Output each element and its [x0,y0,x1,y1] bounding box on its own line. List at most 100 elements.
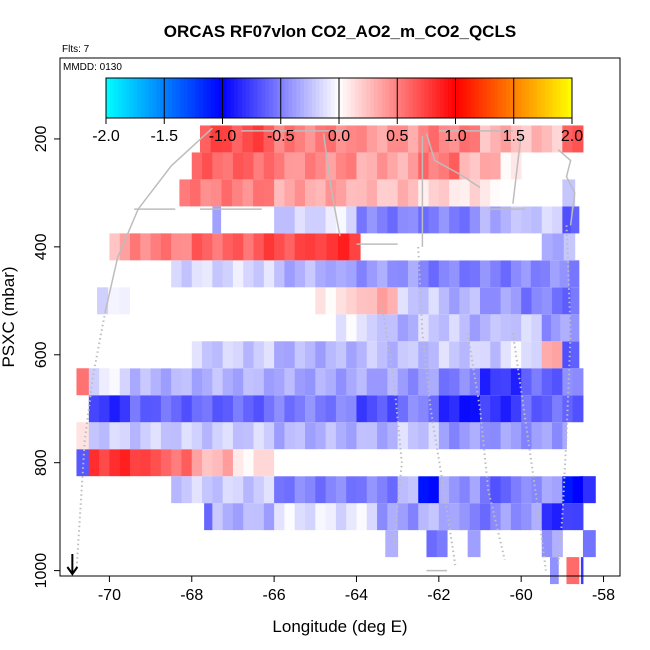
heatmap-cell [531,341,543,369]
heatmap-cell [150,260,162,288]
heatmap-cell [243,260,255,288]
heatmap-cell [294,395,306,423]
heatmap-cell [531,206,543,234]
heatmap-cell [570,287,580,315]
heatmap-cell [366,314,378,342]
heatmap-cell [325,125,337,153]
x-axis: -70 -68 -66 -64 -62 -60 -58 [98,576,615,604]
heatmap-cell [510,260,522,288]
heatmap-cell [580,557,584,585]
colorbar-step [296,78,301,118]
heatmap-cell [469,287,481,315]
colorbar-step [525,78,530,118]
heatmap-cell [469,179,481,207]
heatmap-cell [366,476,378,504]
heatmap-cell [459,152,471,180]
heatmap-cell [232,341,244,369]
heatmap-cell [263,179,275,207]
heatmap-cell [480,476,491,504]
heatmap-cell [387,341,399,369]
heatmap-cell [397,314,409,342]
heatmap-cell [418,422,430,450]
heatmap-cell [552,395,563,423]
colorbar-tick-label: -2.0 [92,128,120,145]
colorbar-step [253,78,258,118]
heatmap-cell [397,341,409,369]
heatmap-cell [469,395,481,423]
heatmap-cell [222,503,234,531]
heatmap-cell [242,125,254,153]
heatmap-cell [160,368,172,396]
heatmap-cell [366,341,378,369]
heatmap-cell [582,530,596,558]
heatmap-cell [366,449,378,477]
heatmap-cell [377,314,388,342]
colorbar-step [568,78,573,118]
heatmap-cell [97,287,109,315]
colorbar-step [311,78,317,118]
heatmap-cell [305,449,316,477]
heatmap-cell [243,476,255,504]
heatmap-cell [202,260,213,288]
heatmap-cell [325,260,337,288]
heatmap-cell [284,287,296,315]
colorbar-step [428,78,433,118]
heatmap-cell [552,206,563,234]
y-tick-label: 200 [33,125,50,152]
y-axis-label: PSXC (mbar) [0,266,18,367]
heatmap-cell [469,233,481,261]
heatmap-cell [191,287,203,315]
heatmap-cells [76,125,596,585]
heatmap-cell [566,557,580,585]
colorbar-step [300,78,305,118]
heatmap-cell [315,233,328,261]
heatmap-cell [274,395,285,423]
colorbar-step [222,78,227,118]
colorbar-step [401,78,406,118]
heatmap-cell [315,125,327,153]
heatmap-cell [572,125,584,153]
heatmap-cell [377,125,388,153]
heatmap-cell [335,503,347,531]
colorbar-step [319,78,324,118]
heatmap-cell [366,206,378,234]
heatmap-cell [325,476,337,504]
heatmap-cell [232,476,244,504]
colorbar-step [490,78,495,118]
heatmap-cell [521,503,532,531]
heatmap-cell [284,233,296,261]
heatmap-cell [559,260,570,288]
heatmap-cell [191,233,203,261]
heatmap-cell [562,287,572,315]
heatmap-cell [232,368,244,396]
heatmap-cell [428,179,440,207]
heatmap-cell [552,530,563,558]
heatmap-cell [284,341,296,369]
colorbar-step [152,78,157,118]
heatmap-cell [210,125,222,153]
heatmap-cell [171,341,182,369]
flight-track [557,149,576,226]
heatmap-cell [335,179,347,207]
heatmap-cell [449,503,460,531]
heatmap-cell [191,449,203,477]
heatmap-cell [562,422,567,450]
heatmap-cell [212,368,224,396]
heatmap-cell [438,422,450,450]
heatmap-cell [531,422,543,450]
colorbar-tick-label: -1.5 [150,128,178,145]
y-tick-label: 600 [33,341,50,368]
heatmap-cell [469,206,481,234]
heatmap-cell [552,233,565,261]
colorbar-step [106,78,111,118]
heatmap-cell [171,395,182,423]
colorbar-step [234,78,239,118]
heatmap-cell [76,449,90,477]
x-tick-label: -66 [263,587,286,604]
heatmap-cell [500,395,512,423]
colorbar-step [370,78,375,118]
heatmap-cell [469,503,481,531]
heatmap-cell [315,260,327,288]
heatmap-cell [305,503,316,531]
